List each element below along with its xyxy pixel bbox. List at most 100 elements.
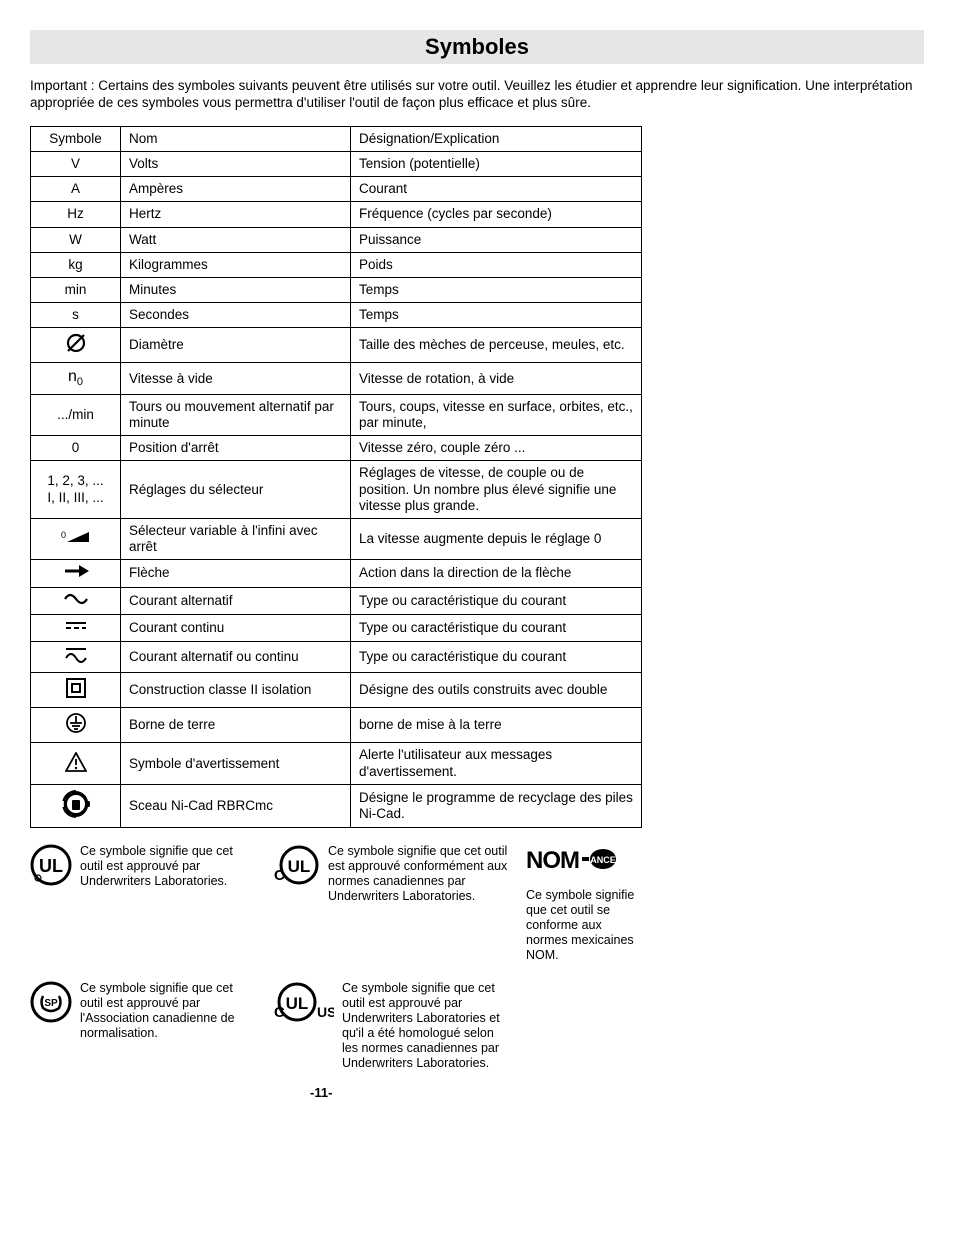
table-row: Borne de terreborne de mise à la terre <box>31 708 642 743</box>
certification-logos: ULR Ce symbole signifie que cet outil es… <box>30 844 670 1071</box>
title-bar: Symboles <box>30 30 924 64</box>
table-row: Courant alternatifType ou caractéristiqu… <box>31 587 642 614</box>
cert-ul-text: Ce symbole signifie que cet outil est ap… <box>80 844 250 889</box>
name-cell: Courant continu <box>121 614 351 641</box>
name-cell: Courant alternatif ou continu <box>121 641 351 672</box>
name-cell: Sceau Ni-Cad RBRCmc <box>121 784 351 827</box>
name-cell: Ampères <box>121 177 351 202</box>
symbol-cell <box>31 587 121 614</box>
table-row: 0 Sélecteur variable à l'infini avec arrê… <box>31 518 642 559</box>
table-header-row: Symbole Nom Désignation/Explication <box>31 126 642 151</box>
desc-cell: Puissance <box>351 227 642 252</box>
table-row: HzHertzFréquence (cycles par seconde) <box>31 202 642 227</box>
symbol-cell <box>31 708 121 743</box>
desc-cell: Vitesse de rotation, à vide <box>351 363 642 394</box>
col-header-symbole: Symbole <box>31 126 121 151</box>
svg-text:NOM: NOM <box>526 847 579 874</box>
desc-cell: borne de mise à la terre <box>351 708 642 743</box>
table-row: .../minTours ou mouvement alternatif par… <box>31 394 642 435</box>
table-row: FlècheAction dans la direction de la flè… <box>31 560 642 587</box>
cert-nom: NOM ANCE Ce symbole signifie que cet outi… <box>526 844 636 963</box>
acdc-icon <box>63 646 89 668</box>
intro-paragraph: Important : Certains des symboles suivan… <box>30 78 924 112</box>
desc-cell: Alerte l'utilisateur aux messages d'aver… <box>351 743 642 784</box>
cert-cul-text: Ce symbole signifie que cet outil est ap… <box>328 844 508 904</box>
desc-cell: Réglages de vitesse, de couple ou de pos… <box>351 461 642 519</box>
symbol-cell <box>31 560 121 587</box>
desc-cell: Tension (potentielle) <box>351 151 642 176</box>
symbol-cell: s <box>31 303 121 328</box>
table-row: 1, 2, 3, ... I, II, III, ...Réglages du … <box>31 461 642 519</box>
name-cell: Kilogrammes <box>121 252 351 277</box>
desc-cell: La vitesse augmente depuis le réglage 0 <box>351 518 642 559</box>
symbol-cell: n0 <box>31 363 121 394</box>
table-row: Sceau Ni-Cad RBRCmcDésigne le programme … <box>31 784 642 827</box>
table-row: Construction classe II isolationDésigne … <box>31 673 642 708</box>
warning-icon <box>65 752 87 776</box>
cert-csa: SP Ce symbole signifie que cet outil est… <box>30 981 250 1041</box>
desc-cell: Tours, coups, vitesse en surface, orbite… <box>351 394 642 435</box>
cert-culus-text: Ce symbole signifie que cet outil est ap… <box>342 981 508 1071</box>
table-row: WWattPuissance <box>31 227 642 252</box>
symbol-cell <box>31 673 121 708</box>
svg-text:US: US <box>317 1004 334 1020</box>
rbrc-icon <box>61 789 91 823</box>
cul-logo-icon: CUL <box>268 844 320 890</box>
symbol-cell: .../min <box>31 394 121 435</box>
name-cell: Position d'arrêt <box>121 436 351 461</box>
dc-icon <box>63 619 89 637</box>
name-cell: Secondes <box>121 303 351 328</box>
table-row: Courant continuType ou caractéristique d… <box>31 614 642 641</box>
symbols-table: Symbole Nom Désignation/Explication VVol… <box>30 126 642 828</box>
symbol-cell: V <box>31 151 121 176</box>
name-cell: Watt <box>121 227 351 252</box>
desc-cell: Action dans la direction de la flèche <box>351 560 642 587</box>
table-row: kgKilogrammesPoids <box>31 252 642 277</box>
desc-cell: Courant <box>351 177 642 202</box>
desc-cell: Type ou caractéristique du courant <box>351 614 642 641</box>
arrow-icon <box>63 564 89 582</box>
symbol-cell: kg <box>31 252 121 277</box>
symbol-cell <box>31 328 121 363</box>
symbol-cell <box>31 743 121 784</box>
svg-text:ANCE: ANCE <box>590 855 616 865</box>
name-cell: Minutes <box>121 277 351 302</box>
symbol-cell: A <box>31 177 121 202</box>
page-title: Symboles <box>30 34 924 60</box>
symbols-tbody: VVoltsTension (potentielle)AAmpèresCoura… <box>31 151 642 827</box>
page-number: -11- <box>310 1085 924 1100</box>
desc-cell: Temps <box>351 303 642 328</box>
class2-icon <box>65 677 87 703</box>
name-cell: Courant alternatif <box>121 587 351 614</box>
earth-icon <box>65 712 87 738</box>
table-row: n0Vitesse à videVitesse de rotation, à v… <box>31 363 642 394</box>
svg-text:0: 0 <box>61 530 66 540</box>
table-row: 0Position d'arrêtVitesse zéro, couple zé… <box>31 436 642 461</box>
symbol-cell: min <box>31 277 121 302</box>
ul-logo-icon: ULR <box>30 844 72 890</box>
ac-icon <box>63 592 89 610</box>
symbol-cell: 0 <box>31 436 121 461</box>
desc-cell: Désigne des outils construits avec doubl… <box>351 673 642 708</box>
symbol-cell <box>31 784 121 827</box>
col-header-designation: Désignation/Explication <box>351 126 642 151</box>
svg-text:UL: UL <box>288 857 311 876</box>
desc-cell: Poids <box>351 252 642 277</box>
desc-cell: Type ou caractéristique du courant <box>351 641 642 672</box>
cert-csa-text: Ce symbole signifie que cet outil est ap… <box>80 981 250 1041</box>
cert-nom-text: Ce symbole signifie que cet outil se con… <box>526 888 636 963</box>
name-cell: Réglages du sélecteur <box>121 461 351 519</box>
table-row: Courant alternatif ou continuType ou car… <box>31 641 642 672</box>
name-cell: Tours ou mouvement alternatif par minute <box>121 394 351 435</box>
desc-cell: Type ou caractéristique du courant <box>351 587 642 614</box>
name-cell: Borne de terre <box>121 708 351 743</box>
table-row: Symbole d'avertissementAlerte l'utilisat… <box>31 743 642 784</box>
symbol-cell: W <box>31 227 121 252</box>
name-cell: Construction classe II isolation <box>121 673 351 708</box>
name-cell: Volts <box>121 151 351 176</box>
name-cell: Sélecteur variable à l'infini avec arrêt <box>121 518 351 559</box>
desc-cell: Fréquence (cycles par seconde) <box>351 202 642 227</box>
ramp-icon: 0 <box>61 530 91 548</box>
svg-text:UL: UL <box>39 856 63 876</box>
n0-icon: n0 <box>68 367 83 389</box>
